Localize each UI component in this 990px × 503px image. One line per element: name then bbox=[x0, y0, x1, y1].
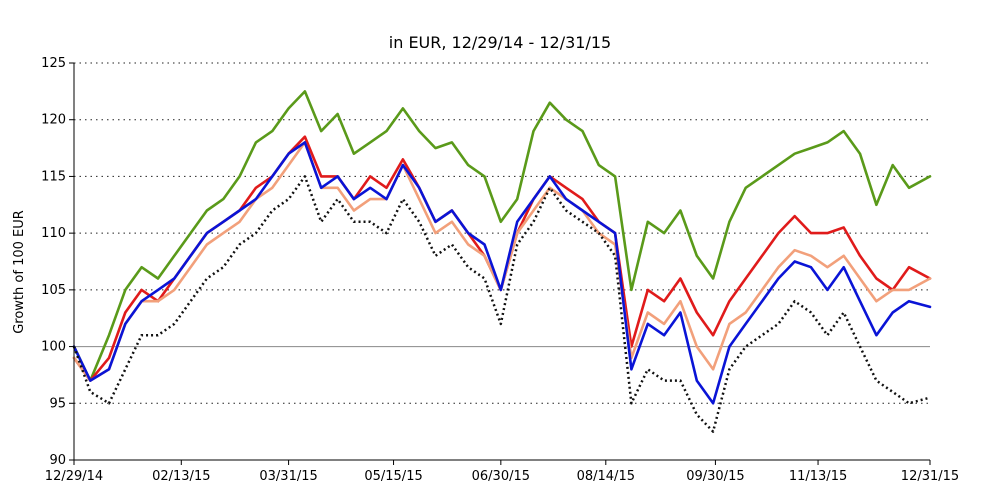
x-tick-label: 08/14/15 bbox=[577, 469, 635, 484]
series-lines bbox=[72, 90, 932, 433]
x-tick-label: 03/31/15 bbox=[259, 469, 317, 484]
series-line-4 bbox=[72, 141, 932, 405]
y-tick-label: 100 bbox=[41, 340, 66, 355]
x-tick-label: 12/31/15 bbox=[901, 469, 959, 484]
y-axis-label: Growth of 100 EUR bbox=[12, 210, 27, 334]
y-tick-label: 95 bbox=[49, 396, 66, 411]
x-tick-label: 06/30/15 bbox=[472, 469, 530, 484]
axes: 90 95 100 105 110 115 120 125 12/29/14 02/13/15 03… bbox=[41, 56, 959, 484]
y-tick-label: 120 bbox=[41, 113, 66, 128]
x-tick-label: 09/30/15 bbox=[686, 469, 744, 484]
gridlines bbox=[74, 62, 930, 404]
y-tick-label: 115 bbox=[41, 169, 66, 184]
x-tick-label: 12/29/14 bbox=[45, 469, 103, 484]
series-line-5 bbox=[72, 175, 931, 433]
series-line-3 bbox=[72, 141, 932, 382]
series-line-2 bbox=[72, 135, 932, 382]
series-line-1 bbox=[72, 90, 932, 382]
x-tick-label: 05/15/15 bbox=[364, 469, 422, 484]
y-tick-label: 90 bbox=[49, 453, 66, 468]
y-tick-label: 105 bbox=[41, 283, 66, 298]
y-tick-label: 110 bbox=[41, 226, 66, 241]
x-tick-label: 02/13/15 bbox=[152, 469, 210, 484]
chart-title: in EUR, 12/29/14 - 12/31/15 bbox=[389, 33, 611, 52]
x-tick-label: 11/13/15 bbox=[789, 469, 847, 484]
y-tick-label: 125 bbox=[41, 56, 66, 71]
